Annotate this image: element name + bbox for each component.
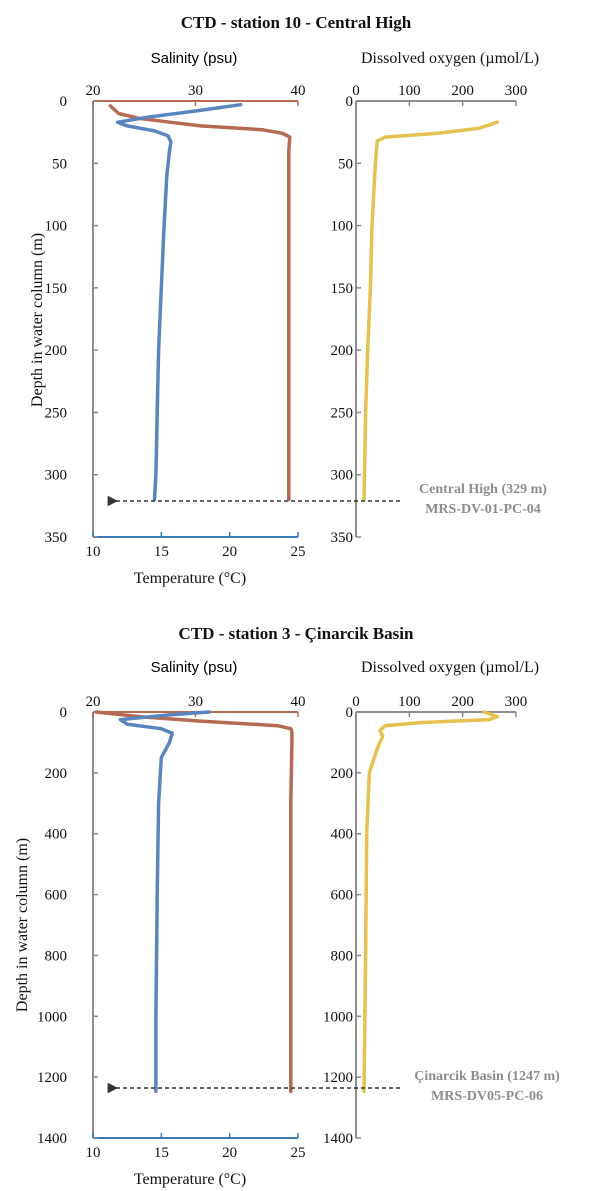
depth-tick-label: 0	[60, 94, 68, 110]
depth-tick-label: 0	[60, 705, 68, 721]
temperature-profile-line	[118, 710, 211, 1094]
depth-tick-label: 200	[331, 766, 354, 782]
depth-tick-label: 300	[45, 468, 68, 484]
depth-tick-label: 250	[45, 405, 68, 421]
chart-title: CTD - station 3 - Çinarcik Basin	[179, 624, 414, 643]
temperature-axis-label: Temperature (°C)	[134, 570, 246, 587]
salinity-axis-label: Salinity (psu)	[151, 50, 238, 67]
chart-title: CTD - station 10 - Central High	[181, 13, 412, 32]
temperature-tick-label: 15	[154, 544, 169, 560]
temperature-tick-label: 20	[222, 1145, 237, 1161]
temperature-tick-label: 25	[291, 544, 306, 560]
salinity-tick-label: 30	[188, 83, 203, 99]
series-group	[108, 102, 500, 502]
oxygen-tick-label: 200	[451, 83, 474, 99]
salinity-profile-line	[108, 104, 292, 502]
depth-tick-label: 1000	[323, 1009, 353, 1025]
temperature-profile-line	[115, 102, 243, 502]
depth-tick-label: 1400	[37, 1131, 67, 1147]
depth-tick-label: 50	[338, 156, 353, 172]
depth-tick-label: 800	[45, 948, 68, 964]
depth-tick-label: 400	[45, 827, 68, 843]
depth-tick-label: 1200	[37, 1070, 67, 1086]
salinity-tick-label: 40	[291, 83, 306, 99]
depth-tick-label: 150	[45, 281, 68, 297]
oxygen-tick-label: 100	[398, 83, 421, 99]
oxygen-axis-label: Dissolved oxygen (µmol/L)	[361, 50, 539, 67]
temperature-axis-label: Temperature (°C)	[134, 1171, 246, 1188]
depth-tick-label: 200	[45, 766, 68, 782]
temperature-tick-label: 10	[86, 1145, 101, 1161]
oxygen-tick-label: 0	[352, 83, 360, 99]
annotation-core-label: MRS-DV05-PC-06	[431, 1089, 543, 1104]
temperature-tick-label: 15	[154, 1145, 169, 1161]
series-group	[94, 710, 500, 1094]
oxygen-tick-label: 300	[505, 694, 528, 710]
annotation-site-label: Central High (329 m)	[419, 482, 547, 497]
depth-tick-label: 300	[331, 468, 354, 484]
oxygen-tick-label: 200	[451, 694, 474, 710]
depth-tick-label: 1400	[323, 1131, 353, 1147]
depth-tick-label: 100	[331, 219, 354, 235]
depth-tick-label: 1200	[323, 1070, 353, 1086]
temperature-tick-label: 20	[222, 544, 237, 560]
depth-tick-label: 350	[45, 530, 68, 546]
oxygen-tick-label: 300	[505, 83, 528, 99]
temperature-tick-label: 25	[291, 1145, 306, 1161]
depth-tick-label: 0	[346, 705, 354, 721]
depth-tick-label: 800	[331, 948, 354, 964]
depth-tick-label: 1000	[37, 1009, 67, 1025]
depth-axis-label: Depth in water column (m)	[14, 838, 31, 1012]
salinity-tick-label: 40	[291, 694, 306, 710]
salinity-profile-line	[94, 710, 294, 1094]
depth-tick-label: 150	[331, 281, 354, 297]
oxygen-tick-label: 100	[398, 694, 421, 710]
chart-panel-cinarcik-basin: CTD - station 3 - Çinarcik Basin Salinit…	[14, 624, 560, 1188]
salinity-tick-label: 20	[86, 694, 101, 710]
salinity-tick-label: 20	[86, 83, 101, 99]
depth-tick-label: 350	[331, 530, 354, 546]
depth-tick-label: 100	[45, 219, 68, 235]
depth-tick-label: 600	[331, 888, 354, 904]
depth-tick-label: 200	[45, 343, 68, 359]
depth-tick-label: 400	[331, 827, 354, 843]
depth-axis-label: Depth in water column (m)	[29, 233, 46, 407]
depth-tick-label: 250	[331, 405, 354, 421]
annotation-core-label: MRS-DV-01-PC-04	[425, 502, 541, 517]
salinity-tick-label: 30	[188, 694, 203, 710]
oxygen-profile-line	[362, 710, 500, 1094]
depth-tick-label: 0	[346, 94, 354, 110]
oxygen-axis-label: Dissolved oxygen (µmol/L)	[361, 659, 539, 676]
chart-panel-central-high: CTD - station 10 - Central High Salinity…	[29, 13, 547, 587]
salinity-axis-label: Salinity (psu)	[151, 659, 238, 676]
oxygen-tick-label: 0	[352, 694, 360, 710]
depth-tick-label: 50	[52, 156, 67, 172]
depth-tick-label: 600	[45, 888, 68, 904]
temperature-tick-label: 10	[86, 544, 101, 560]
depth-tick-label: 200	[331, 343, 354, 359]
annotation-site-label: Çinarcik Basin (1247 m)	[414, 1069, 560, 1084]
oxygen-profile-line	[362, 120, 500, 502]
